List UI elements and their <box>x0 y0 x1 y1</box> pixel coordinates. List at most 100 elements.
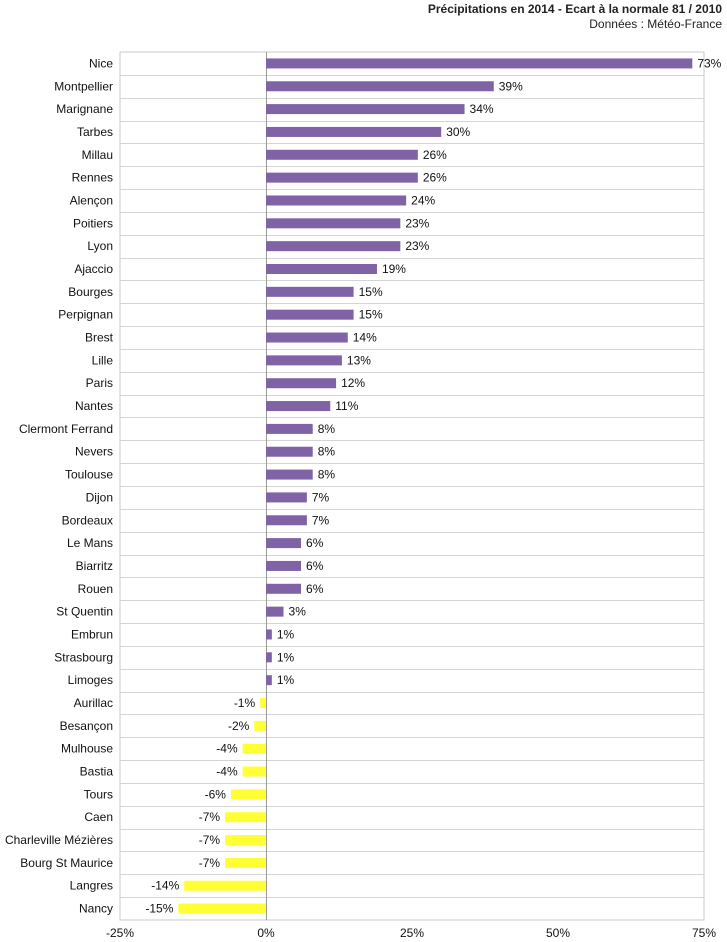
bar <box>266 675 272 686</box>
category-label: Paris <box>86 376 113 390</box>
category-label: Rennes <box>72 171 113 185</box>
bar <box>266 355 342 366</box>
data-label: -7% <box>199 833 221 847</box>
category-label: Nevers <box>75 445 113 459</box>
category-label: Aurillac <box>74 696 113 710</box>
data-label: 12% <box>341 376 365 390</box>
x-tick-label: 50% <box>546 926 570 940</box>
data-label: -7% <box>199 810 221 824</box>
data-label: 30% <box>446 125 470 139</box>
bar <box>266 241 401 252</box>
bar <box>230 789 266 800</box>
data-label: 8% <box>318 468 336 482</box>
category-label: Limoges <box>68 673 113 687</box>
data-label: 1% <box>277 650 295 664</box>
bar <box>266 332 348 343</box>
data-label: 6% <box>306 536 324 550</box>
bar <box>266 104 465 115</box>
bar <box>266 58 693 69</box>
category-label: Bordeaux <box>62 513 113 527</box>
data-label: 34% <box>470 102 494 116</box>
chart-title: Précipitations en 2014 - Ecart à la norm… <box>427 2 722 16</box>
data-label: 26% <box>423 148 447 162</box>
bar <box>266 195 407 206</box>
data-label: 8% <box>318 445 336 459</box>
bar <box>266 149 418 160</box>
category-label: Besançon <box>60 719 113 733</box>
data-label: 19% <box>382 262 406 276</box>
category-label: Alençon <box>70 193 113 207</box>
bar <box>266 469 313 480</box>
data-label: 1% <box>277 627 295 641</box>
category-label: Perpignan <box>58 308 113 322</box>
data-label: -4% <box>216 765 238 779</box>
data-label: 3% <box>289 605 307 619</box>
bar <box>266 538 302 549</box>
category-label: Ajaccio <box>74 262 113 276</box>
category-label: Nancy <box>79 902 113 916</box>
category-label: Caen <box>84 810 113 824</box>
bar <box>184 880 266 891</box>
category-label: Lille <box>92 353 114 367</box>
bar <box>266 583 302 594</box>
bar <box>266 172 418 183</box>
category-label: Clermont Ferrand <box>19 422 113 436</box>
category-label: Brest <box>85 331 114 345</box>
data-label: 73% <box>697 56 721 70</box>
bar <box>266 378 337 389</box>
data-label: 7% <box>312 513 330 527</box>
bar <box>242 766 266 777</box>
bar <box>266 492 307 503</box>
category-label: Langres <box>70 879 113 893</box>
category-label: Lyon <box>87 239 113 253</box>
bar <box>266 446 313 457</box>
data-label: 14% <box>353 331 377 345</box>
data-label: -2% <box>228 719 250 733</box>
bar <box>266 218 401 229</box>
category-labels: Nice Montpellier Marignane Tarbes Millau Renn… <box>5 56 114 915</box>
category-label: Strasbourg <box>54 650 113 664</box>
bar <box>266 515 307 526</box>
data-label: 6% <box>306 582 324 596</box>
data-label: 15% <box>359 285 383 299</box>
category-label: Bourg St Maurice <box>20 856 113 870</box>
category-label: Mulhouse <box>61 742 113 756</box>
category-label: Rouen <box>78 582 113 596</box>
bar <box>266 606 284 617</box>
x-tick-label: -25% <box>106 926 134 940</box>
bar <box>266 264 377 274</box>
data-label: 23% <box>405 216 429 230</box>
category-label: St Quentin <box>56 605 113 619</box>
bar <box>266 629 272 640</box>
data-label: 23% <box>405 239 429 253</box>
bar <box>266 81 494 92</box>
category-label: Dijon <box>86 490 113 504</box>
bar <box>266 423 313 434</box>
data-label: 11% <box>335 399 358 413</box>
data-label: -1% <box>234 696 256 710</box>
value-labels: 73% 39% 34%30% 26% 26% 24% 23% 23% 19% 15% 15% 14% 1… <box>145 56 721 915</box>
x-tick-label: 75% <box>692 926 716 940</box>
bar <box>266 126 442 137</box>
bar <box>260 698 266 708</box>
bar <box>225 835 266 846</box>
category-label: Charleville Mézières <box>5 833 113 847</box>
category-label: Tours <box>84 787 113 801</box>
category-label: Le Mans <box>67 536 113 550</box>
data-label: 15% <box>359 308 383 322</box>
bar <box>254 720 266 731</box>
category-label: Toulouse <box>65 468 113 482</box>
bar <box>242 743 266 754</box>
x-tick-label: 25% <box>400 926 424 940</box>
chart-title-block: Précipitations en 2014 - Ecart à la norm… <box>428 2 722 32</box>
bar <box>266 309 354 320</box>
bar <box>266 560 302 571</box>
bar <box>225 812 266 823</box>
category-label: Embrun <box>71 627 113 641</box>
data-label: 7% <box>312 490 330 504</box>
category-label: Poitiers <box>73 216 113 230</box>
category-label: Biarritz <box>76 559 113 573</box>
data-label: 8% <box>318 422 336 436</box>
chart-bars <box>178 58 693 914</box>
